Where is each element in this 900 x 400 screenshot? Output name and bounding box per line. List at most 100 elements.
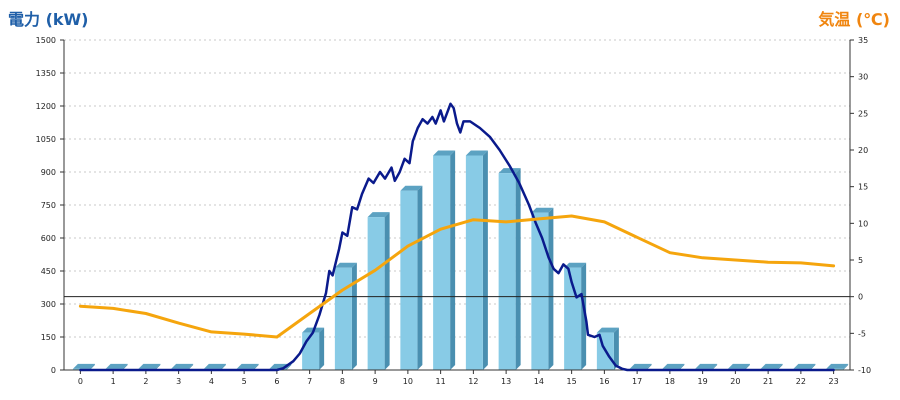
power-bar-front [400, 190, 418, 370]
power-bar-side [286, 363, 292, 370]
power-bar [498, 168, 521, 370]
hour-tick-label: 17 [632, 377, 642, 386]
power-bar-top [793, 363, 816, 369]
power-bar [367, 212, 390, 370]
hour-tick-label: 13 [501, 377, 511, 386]
power-tick-label: 0 [51, 366, 56, 375]
hour-tick-label: 0 [78, 377, 83, 386]
temp-tick-label: -5 [858, 329, 866, 338]
power-bar-front [564, 267, 582, 370]
power-axis-title: 電力 (kW) [8, 10, 89, 29]
hour-tick-label: 8 [340, 377, 345, 386]
hour-tick-label: 14 [534, 377, 544, 386]
power-bar [531, 207, 554, 370]
power-bar-front [302, 332, 320, 370]
power-bar-top [498, 168, 521, 174]
power-bar-top [236, 363, 259, 369]
power-bar-front [531, 212, 549, 370]
power-bar-top [629, 363, 652, 369]
power-bar-top [171, 363, 194, 369]
power-tick-label: 150 [41, 333, 56, 342]
power-line [79, 102, 835, 372]
temp-tick-label: 35 [858, 36, 868, 45]
power-bar-side [712, 363, 718, 370]
hour-tick-label: 7 [307, 377, 312, 386]
power-tick-label: 1500 [36, 36, 56, 45]
power-bar-side [515, 168, 521, 370]
power-bar-top [367, 212, 390, 218]
power-bar [465, 150, 488, 370]
power-bar-top [826, 363, 849, 369]
hour-tick-label: 16 [599, 377, 609, 386]
hour-tick-label: 9 [373, 377, 378, 386]
power-bar-top [695, 363, 718, 369]
hour-tick-label: 5 [242, 377, 247, 386]
power-bar-top [662, 363, 685, 369]
temp-tick-label: 25 [858, 109, 868, 118]
power-bar-side [548, 207, 554, 370]
hour-tick-label: 15 [567, 377, 577, 386]
temp-tick-label: 15 [858, 183, 868, 192]
temp-tick-label: 20 [858, 146, 868, 155]
power-bar-side [450, 150, 456, 370]
power-bar-side [777, 363, 783, 370]
power-bar-side [319, 327, 325, 370]
power-bar-side [679, 363, 685, 370]
hour-tick-label: 3 [176, 377, 181, 386]
power-bar-front [334, 267, 352, 370]
hour-tick-label: 23 [829, 377, 839, 386]
power-tick-label: 1200 [36, 102, 56, 111]
hour-tick-label: 6 [274, 377, 279, 386]
power-bar-side [253, 363, 259, 370]
power-bar-top [531, 207, 554, 213]
power-tick-label: 1350 [36, 69, 56, 78]
power-bar-front [433, 155, 451, 370]
power-bar-front [498, 173, 516, 370]
power-bar-side [613, 327, 619, 370]
power-bar-side [89, 363, 95, 370]
power-bar-top [334, 262, 357, 268]
power-bar-side [744, 363, 750, 370]
power-bar-side [581, 262, 587, 370]
hour-tick-label: 20 [730, 377, 740, 386]
power-bar-side [155, 363, 161, 370]
power-bar-top [727, 363, 750, 369]
power-bar-top [760, 363, 783, 369]
power-bar-side [188, 363, 194, 370]
power-bar-side [843, 363, 849, 370]
hour-tick-label: 19 [698, 377, 708, 386]
temp-tick-label: 0 [858, 293, 863, 302]
hour-tick-label: 4 [209, 377, 214, 386]
power-bar-front [367, 217, 385, 370]
power-bar-side [417, 185, 423, 370]
power-bar-side [482, 150, 488, 370]
power-bar [400, 185, 423, 370]
power-tick-label: 300 [41, 300, 56, 309]
power-bar-side [220, 363, 226, 370]
temperature-line [78, 214, 836, 339]
temperature-axis-title: 気温 (℃) [818, 10, 890, 29]
power-bar-side [384, 212, 390, 370]
hour-tick-label: 22 [796, 377, 806, 386]
power-bar-side [810, 363, 816, 370]
power-tick-label: 900 [41, 168, 56, 177]
temp-tick-label: 30 [858, 73, 868, 82]
power-tick-label: 1050 [36, 135, 56, 144]
power-bar-top [564, 262, 587, 268]
power-bar-side [646, 363, 652, 370]
power-tick-label: 750 [41, 201, 56, 210]
hour-tick-label: 12 [468, 377, 478, 386]
power-bar-front [465, 155, 483, 370]
power-bar-top [433, 150, 456, 156]
power-bar-top [465, 150, 488, 156]
power-tick-label: 600 [41, 234, 56, 243]
power-bar-top [400, 185, 423, 191]
hour-tick-label: 18 [665, 377, 675, 386]
power-bar [433, 150, 456, 370]
temp-tick-label: -10 [858, 366, 871, 375]
hour-tick-label: 21 [763, 377, 773, 386]
power-bar-top [596, 327, 619, 333]
power-bar [564, 262, 587, 370]
power-bar [334, 262, 357, 370]
